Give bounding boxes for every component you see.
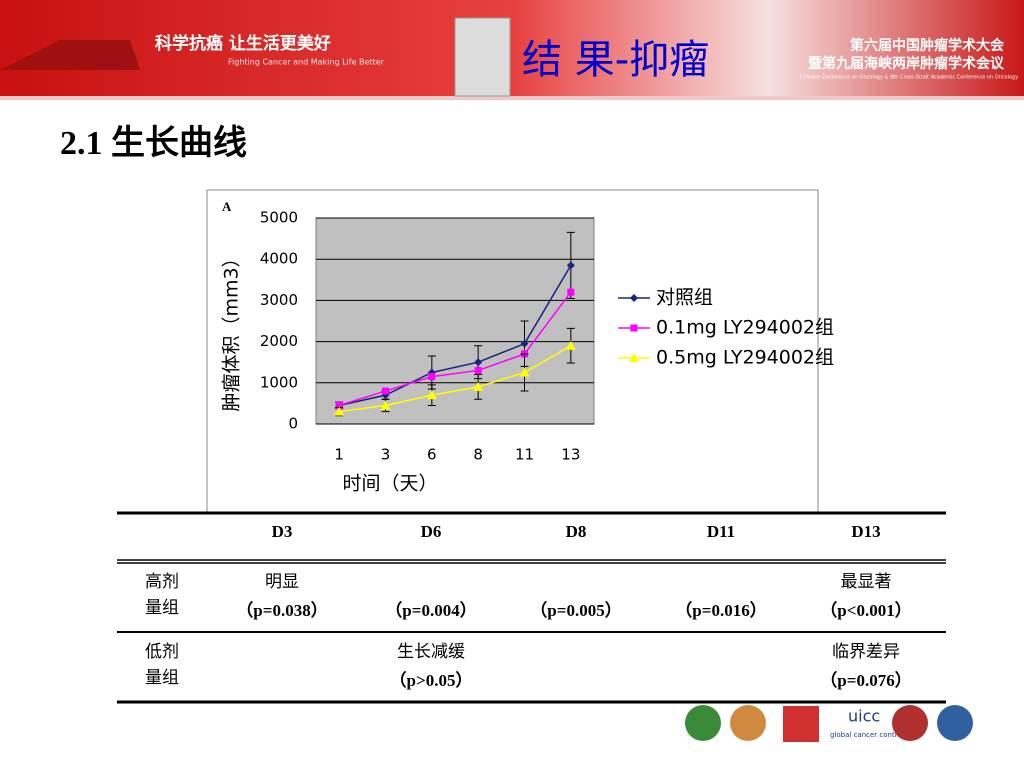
row-label: 高剂量组 [145,572,179,618]
point [473,381,484,391]
slide-title: 2.1 生长曲线 [60,124,247,162]
slogan-en: Fighting Cancer and Making Life Better [228,58,385,67]
x-tick-label: 8 [473,446,483,464]
conference: 第六届中国肿瘤学术大会 [850,37,1005,54]
legend-label: 对照组 [656,287,713,309]
y-tick-label: 0 [288,415,298,433]
y-axis-label: 肿瘤体积（mm3） [221,248,243,411]
point [520,339,529,348]
logo [685,705,721,741]
conference-en: Chinese Conference on Oncology & 9th Cro… [800,75,1018,81]
point [334,406,345,416]
point [474,366,482,374]
series-line [339,345,572,413]
logo-text: uicc [848,707,880,726]
conference2: 暨第九届海峡两岸肿瘤学术会议 [808,55,1005,72]
logo-sub: global cancer control [830,731,904,739]
legend-label: 0.1mg LY294002组 [656,317,834,339]
point [426,390,437,400]
header-rule [0,96,1024,100]
point [519,367,530,377]
row-label: 低剂量组 [145,642,179,688]
table-cell: （p=0.016） [675,600,766,620]
x-tick-label: 6 [427,446,437,464]
y-tick-label: 5000 [260,209,298,227]
legend-marker [630,294,638,302]
x-axis-label: 时间（天） [342,473,437,495]
table-cell: （p=0.038） [236,600,327,620]
table-header: D3 [272,522,293,541]
legend-marker [629,353,639,362]
building-icon [454,17,511,97]
table-cell: 最显著 [841,572,892,592]
table-header: D11 [707,522,735,541]
x-tick-label: 11 [515,446,534,464]
panel-label: A [222,199,232,214]
series-line [339,264,572,407]
y-tick-label: 1000 [260,373,298,391]
pavilion-icon [0,40,140,70]
header-band [0,0,1024,98]
table-cell: （p=0.004） [385,600,476,620]
series-line [338,291,572,407]
y-tick-label: 2000 [260,332,298,350]
table-cell: （p>0.05） [390,670,473,690]
table-cell: （p=0.076） [820,670,911,690]
logo [937,705,973,741]
logo [783,706,819,742]
x-tick-label: 1 [334,446,344,464]
point [567,288,575,296]
point [380,400,391,410]
table-cell: （p=0.005） [530,600,621,620]
y-tick-label: 4000 [260,250,298,268]
point [335,401,343,409]
plot-area [315,217,595,425]
point [474,358,483,367]
x-tick-label: 3 [381,446,391,464]
point [428,373,436,381]
footer-logos: uicc global cancer control [685,705,973,742]
section-title: 结 果-抑瘤 [522,37,709,83]
table-cell: 明显 [265,572,299,592]
logo [892,705,928,741]
logo [730,705,766,741]
legend-label: 0.5mg LY294002组 [656,347,834,369]
point [566,261,575,270]
point [565,340,576,350]
slogan: 科学抗癌 让生活更美好 [155,33,331,54]
table-header: D8 [566,522,587,541]
table-header: D6 [421,522,442,541]
table-cell: （p<0.001） [820,600,911,620]
point [382,387,389,395]
legend-marker [630,324,638,332]
table-cell: 生长减缓 [397,642,465,662]
y-tick-label: 3000 [260,291,298,309]
table-header: D13 [851,522,880,541]
x-tick-label: 13 [561,446,580,464]
table-cell: 临界差异 [832,642,900,662]
